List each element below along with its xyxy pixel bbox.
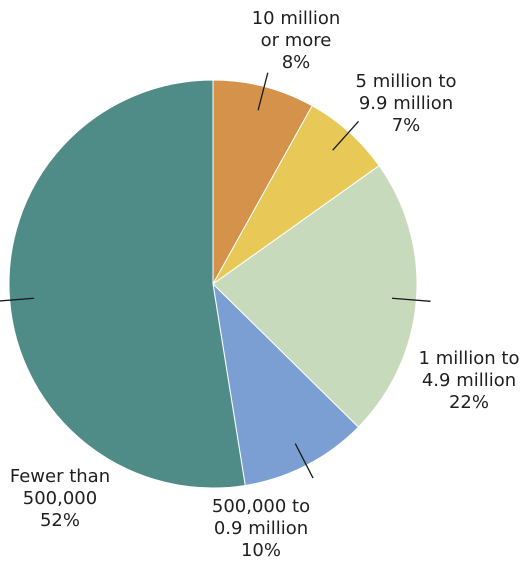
slice-label-500-000-to-0-9-million: 500,000 to 0.9 million 10%: [212, 496, 310, 561]
leader-line-1-million-to-4-9-million: [391, 297, 431, 302]
leader-line-fewer-than-500-000: [0, 297, 35, 302]
slice-category-label: Fewer than: [10, 466, 110, 487]
slice-category-label: 4.9 million: [422, 370, 516, 391]
slice-label-fewer-than-500-000: Fewer than 500,000 52%: [10, 466, 110, 531]
slice-category-label: 500,000 to: [212, 496, 310, 517]
slice-label-10-million-or-more: 10 million or more 8%: [252, 8, 341, 73]
slice-label-5-million-to-9-9-million: 5 million to 9.9 million 7%: [356, 71, 457, 136]
slice-category-label: 9.9 million: [359, 93, 453, 114]
leader-lines: [0, 72, 431, 479]
slice-label-1-million-to-4-9-million: 1 million to 4.9 million 22%: [419, 348, 520, 413]
slice-category-label: 5 million to: [356, 71, 457, 92]
slice-value-label: 10%: [241, 540, 281, 561]
slice-labels: 10 million or more 8%5 million to 9.9 milli…: [10, 8, 520, 561]
slice-category-label: 10 million: [252, 8, 341, 29]
slice-value-label: 8%: [282, 52, 311, 73]
leader-line-10-million-or-more: [257, 72, 269, 111]
pie-slice-fewer-than-500-000: [8, 79, 246, 489]
slice-value-label: 52%: [40, 510, 80, 531]
slice-category-label: or more: [261, 30, 332, 51]
leader-line-5-million-to-9-9-million: [332, 120, 360, 151]
slice-category-label: 500,000: [23, 488, 97, 509]
pie-slices: [8, 79, 418, 489]
slice-value-label: 22%: [449, 392, 489, 413]
slice-value-label: 7%: [392, 115, 421, 136]
slice-category-label: 0.9 million: [214, 518, 308, 539]
leader-line-500-000-to-0-9-million: [294, 443, 314, 479]
slice-category-label: 1 million to: [419, 348, 520, 369]
